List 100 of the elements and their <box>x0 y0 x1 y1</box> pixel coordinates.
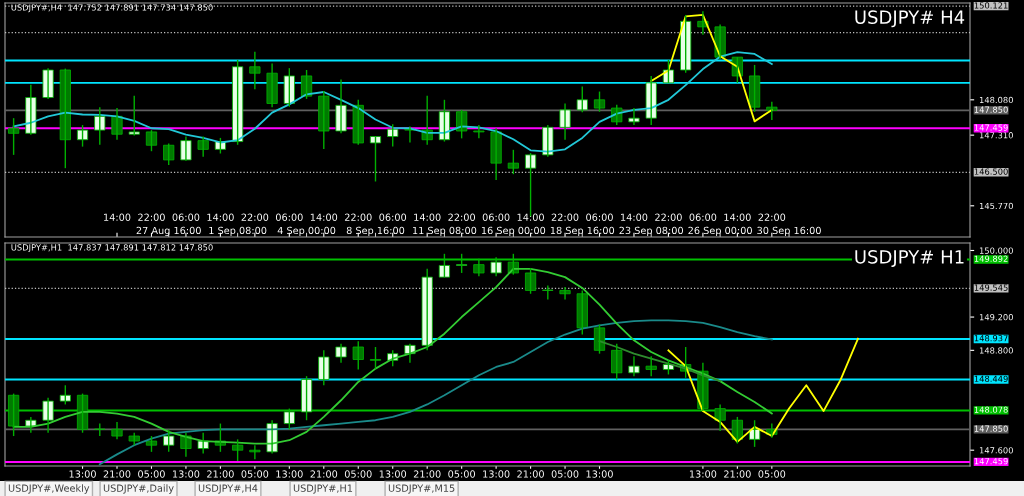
candlestick <box>490 256 502 277</box>
ref-line-label: 148.078 <box>974 406 1008 413</box>
x-tick-label: 05:00 <box>241 470 269 478</box>
candlestick <box>628 355 640 377</box>
x-tick-label: 05:00 <box>138 470 165 478</box>
y-tick-label: 147.310 <box>979 132 1013 139</box>
candlestick <box>576 289 588 336</box>
x-tick-label: 14:00 <box>104 213 131 221</box>
ref-line-label: 147.459 <box>974 458 1008 465</box>
candlestick <box>559 102 571 141</box>
x-tick-label: 05:00 <box>344 470 372 478</box>
x-tick-label: 14:00 <box>517 213 544 221</box>
x-tick-label: 30 Sep 16:00 <box>757 226 821 236</box>
y-tick-label: 145.770 <box>979 202 1013 210</box>
candlestick <box>438 253 451 278</box>
candlestick <box>593 90 606 113</box>
x-tick-label: 13:00 <box>276 470 303 478</box>
x-tick-label: 22:00 <box>241 213 269 221</box>
x-tick-label: 18 Sep 16:00 <box>550 226 615 236</box>
chart-title: USDJPY# H4 <box>855 10 965 28</box>
candlestick <box>576 85 588 113</box>
candlestick <box>387 123 399 148</box>
candlestick <box>318 349 330 386</box>
ref-line-label: 149.892 <box>974 255 1008 262</box>
candlestick <box>749 64 761 113</box>
ref-line-label: 150.121 <box>974 2 1008 9</box>
text: USDJPY#,M15 <box>388 484 455 494</box>
x-tick-label: 06:00 <box>275 213 303 221</box>
x-tick-label: 14:00 <box>207 213 234 221</box>
x-tick-label: 26 Sep 00:00 <box>688 226 752 236</box>
candlestick <box>249 50 261 90</box>
candlestick <box>611 342 623 381</box>
x-tick-label: 06:00 <box>482 213 510 221</box>
x-tick-label: 13:00 <box>379 470 407 478</box>
x-tick-label: 22:00 <box>655 213 682 221</box>
x-tick-label: 05:00 <box>551 470 579 478</box>
candlestick <box>42 397 54 434</box>
text: USDJPY#,Daily <box>103 484 174 494</box>
candlestick <box>76 124 89 148</box>
candlestick <box>94 106 106 146</box>
ref-line-label: 149.545 <box>974 284 1008 291</box>
x-tick-label: 21:00 <box>517 470 544 478</box>
candlestick <box>197 135 209 158</box>
x-tick-label: 22:00 <box>551 213 579 221</box>
candlestick <box>369 346 382 370</box>
x-tick-label: 16 Sep 00:00 <box>481 226 546 236</box>
candlestick <box>59 384 71 406</box>
candlestick <box>128 94 140 137</box>
candlestick <box>249 444 261 461</box>
ref-line-label: 147.459 <box>974 124 1008 131</box>
candlestick <box>318 90 330 150</box>
x-tick-label: 27 Aug 16:00 <box>136 226 201 236</box>
x-tick-label: 06:00 <box>172 213 200 221</box>
x-tick-label: 14:00 <box>621 213 648 221</box>
x-tick-label: 21:00 <box>103 470 131 478</box>
ref-line-label: 147.850 <box>974 106 1008 113</box>
x-tick-label: 13:00 <box>689 470 717 478</box>
candlestick <box>8 117 20 156</box>
x-tick-label: 23 Sep 08:00 <box>619 226 684 236</box>
x-tick-label: 13:00 <box>173 470 200 478</box>
ref-line-label: 148.449 <box>974 375 1008 382</box>
candlestick <box>300 375 313 421</box>
x-tick-label: 13:00 <box>483 470 510 478</box>
x-tick-label: 11 Sep 08:00 <box>413 226 477 236</box>
x-tick-label: 13:00 <box>586 470 613 478</box>
y-tick-label: 148.080 <box>979 96 1013 104</box>
line-series <box>667 337 859 443</box>
candlestick <box>645 75 657 126</box>
x-tick-label: 22:00 <box>758 213 786 221</box>
ref-line-label: 147.850 <box>974 425 1008 432</box>
ref-line-label: 146.500 <box>974 168 1008 175</box>
text: USDJPY#,Weekly <box>8 484 90 494</box>
x-tick-label: 05:00 <box>758 470 786 478</box>
candlestick <box>335 342 347 364</box>
candlestick <box>645 355 657 377</box>
candlestick <box>283 407 295 431</box>
x-tick-label: 22:00 <box>344 213 372 221</box>
text: USDJPY#,H4 <box>198 484 258 494</box>
x-tick-label: 22:00 <box>448 213 476 221</box>
y-tick-label: 148.800 <box>979 347 1013 354</box>
x-tick-label: 06:00 <box>379 213 407 221</box>
candlestick <box>145 129 158 152</box>
candlestick <box>232 438 244 462</box>
candlestick <box>335 78 347 135</box>
candlestick <box>473 124 485 140</box>
x-tick-label: 14:00 <box>724 213 751 221</box>
x-tick-label: 06:00 <box>586 213 613 221</box>
candlestick <box>524 267 537 295</box>
x-tick-label: 13:00 <box>69 470 96 478</box>
x-tick-label: 21:00 <box>724 470 751 478</box>
candlestick <box>111 421 123 441</box>
candlestick <box>59 67 71 169</box>
x-tick-label: 05:00 <box>448 470 476 478</box>
candlestick <box>352 99 364 146</box>
x-tick-label: 21:00 <box>310 470 338 478</box>
annotation: USDJPY#,H4 147.752 147.891 147.734 147.850 <box>11 4 213 13</box>
candlestick <box>352 340 364 371</box>
x-tick-label: 8 Sep 16:00 <box>346 226 405 236</box>
line-series <box>98 319 773 466</box>
candlestick <box>473 258 485 277</box>
